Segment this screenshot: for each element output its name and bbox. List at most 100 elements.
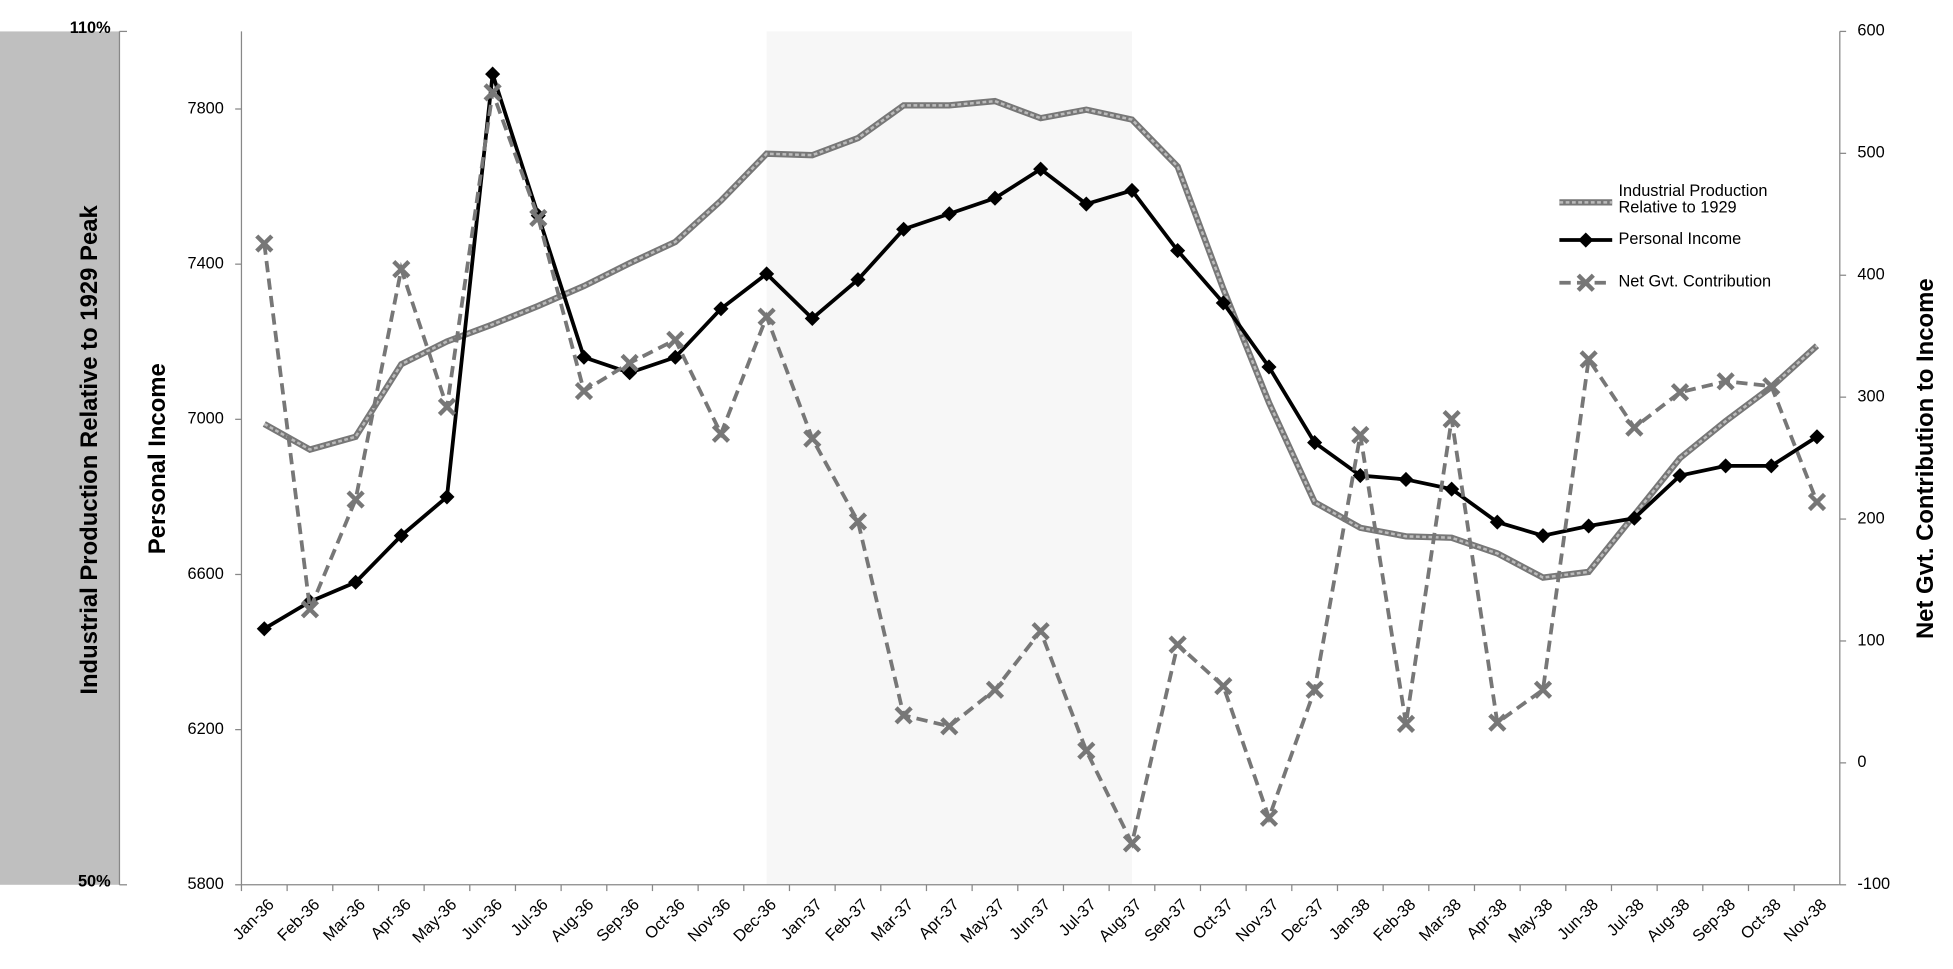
point (1033, 161, 1049, 177)
point (713, 301, 729, 317)
point (1261, 359, 1277, 375)
x-tick-label: Feb-38 (1370, 896, 1419, 945)
y-tick-label: 5800 (188, 875, 224, 893)
point (1489, 514, 1505, 530)
y-tick-label: 7400 (188, 254, 224, 272)
x-tick-label: Mar-38 (1416, 896, 1465, 945)
point (1259, 808, 1279, 827)
x-tick-label: Aug-38 (1643, 896, 1693, 946)
point (757, 307, 776, 326)
x-tick-label: Jan-38 (1326, 896, 1374, 944)
point (1762, 377, 1781, 396)
point (711, 424, 731, 443)
point (1670, 383, 1690, 402)
point (896, 221, 912, 237)
point (940, 717, 959, 736)
legend-label: Personal Income (1618, 229, 1742, 248)
point (1124, 182, 1140, 198)
point (1396, 714, 1416, 733)
y2-tick-label: 600 (1857, 22, 1884, 40)
x-tick-label: Dec-36 (730, 896, 780, 946)
x-tick-label: Jun-38 (1554, 896, 1602, 944)
point (1625, 418, 1644, 437)
point (1078, 196, 1094, 212)
point (987, 190, 1003, 206)
y3-axis-title: Industrial Production Relative to 1929 P… (76, 204, 103, 694)
point (1168, 635, 1187, 654)
x-tick-label: Jun-37 (1006, 896, 1054, 944)
y-tick-label: 7800 (188, 99, 224, 117)
x-tick-label: Mar-37 (868, 896, 917, 945)
point (1579, 350, 1598, 369)
point (803, 429, 822, 448)
point (1576, 273, 1595, 292)
point (300, 600, 320, 619)
point (485, 66, 501, 82)
legend-item: Industrial Production Relative to 1929 (1618, 182, 1768, 217)
y2-tick-label: 500 (1857, 144, 1884, 162)
y2-tick-label: 300 (1857, 387, 1884, 405)
x-tick-label: Aug-37 (1095, 896, 1145, 946)
x-tick-label: Oct-37 (1189, 896, 1236, 943)
point (1672, 468, 1688, 484)
point (255, 234, 274, 253)
x-tick-label: May-37 (957, 896, 1008, 947)
x-tick-label: Dec-37 (1278, 896, 1328, 946)
x-tick-label: Jan-37 (778, 896, 826, 944)
point (850, 272, 866, 288)
x-tick-label: Jun-36 (458, 896, 506, 944)
y2-tick-label: -100 (1857, 875, 1890, 893)
x-tick-label: Sep-36 (593, 896, 643, 946)
x-tick-label: Aug-36 (547, 896, 597, 946)
x-tick-label: Nov-37 (1232, 896, 1282, 946)
x-tick-label: May-38 (1505, 896, 1556, 947)
x-tick-label: Nov-36 (684, 896, 734, 946)
point (1763, 458, 1779, 474)
point (1077, 741, 1096, 760)
y2-tick-label: 0 (1857, 753, 1866, 771)
legend-item: Net Gvt. Contribution (1618, 272, 1772, 291)
point (666, 330, 685, 349)
point (1122, 834, 1142, 853)
y3-tick-label: 110% (70, 19, 111, 37)
x-tick-label: Feb-37 (822, 896, 871, 945)
point (1307, 435, 1323, 451)
y2-tick-label: 200 (1857, 509, 1884, 527)
point (1305, 680, 1324, 699)
x-tick-label: Feb-36 (274, 896, 323, 945)
x-tick-label: Sep-37 (1141, 896, 1191, 946)
legend-label: Industrial Production Relative to 1929 (1618, 182, 1768, 217)
point (393, 528, 409, 544)
point (848, 512, 868, 531)
point (574, 381, 594, 401)
point (985, 680, 1005, 699)
x-tick-label: Nov-38 (1780, 896, 1830, 946)
x-tick-label: Apr-36 (367, 896, 414, 943)
x-tick-label: Jul-36 (508, 896, 552, 940)
y-axis-title: Personal Income (144, 363, 171, 554)
point (1716, 372, 1735, 391)
point (1398, 471, 1414, 487)
point (392, 260, 411, 279)
y2-axis-title: Net Gvt. Contribution to Income (1912, 278, 1939, 639)
point (1809, 429, 1825, 445)
point (1442, 409, 1461, 429)
x-tick-label: Apr-37 (915, 896, 962, 943)
point (1214, 676, 1233, 696)
x-tick-label: Jul-37 (1056, 896, 1100, 940)
point (941, 206, 957, 222)
point (483, 83, 502, 102)
point (620, 353, 639, 373)
legend-label: Net Gvt. Contribution (1618, 272, 1772, 291)
x-tick-label: Apr-38 (1463, 896, 1510, 943)
point (1533, 680, 1553, 699)
x-tick-label: Jul-38 (1604, 896, 1648, 940)
point (437, 397, 457, 417)
point (529, 208, 548, 228)
point (1170, 243, 1186, 259)
legend-item: Personal Income (1618, 229, 1742, 248)
x-tick-label: Sep-38 (1689, 896, 1739, 946)
y-tick-label: 6200 (188, 720, 224, 738)
point (346, 490, 365, 509)
